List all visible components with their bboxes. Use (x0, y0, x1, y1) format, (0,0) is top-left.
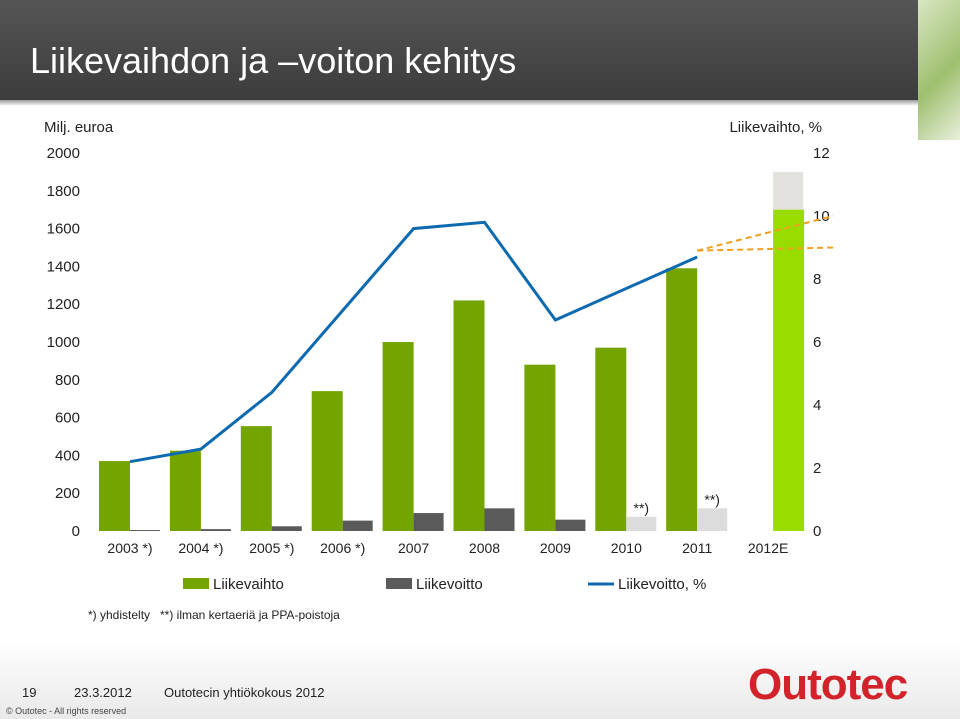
profit-percent-estimate-line (696, 215, 834, 252)
profit-bar-excluded (626, 516, 657, 531)
y-left-tick-label: 0 (72, 523, 80, 540)
x-category-labels: 2003 *) 2004 *) 2005 *) 2006 *) 2007 2008 2009… (107, 540, 788, 556)
y-left-tick-label: 1800 (47, 183, 80, 200)
footnote-combined: *) yhdistelty (88, 608, 150, 622)
revenue-bar (240, 426, 272, 531)
profit-bar (342, 520, 373, 531)
outotec-logo: Outotec (748, 660, 908, 709)
revenue-bar (382, 342, 414, 531)
y-left-tick-label: 2000 (47, 145, 80, 162)
footer-date: 23.3.2012 (74, 685, 132, 700)
y-right-tick-label: 0 (813, 523, 821, 540)
slide-title: Liikevaihdon ja –voiton kehitys (30, 40, 517, 81)
footnote-excluding: **) ilman kertaeriä ja PPA-poistoja (160, 608, 340, 622)
bar-annotation: **) (704, 491, 720, 507)
x-category-label: 2009 (540, 540, 571, 556)
y-left-tick-label: 1600 (47, 221, 80, 238)
y-left-tick-label: 600 (55, 410, 80, 427)
revenue-bar (453, 300, 485, 531)
revenue-estimate-range-bar (773, 171, 804, 210)
revenue-bar (311, 391, 343, 531)
x-category-label: 2004 *) (178, 540, 223, 556)
legend-label-liikevoitto: Liikevoitto (416, 576, 483, 593)
revenue-bar (99, 461, 130, 531)
x-category-label: 2008 (469, 540, 500, 556)
title-bar (0, 0, 918, 100)
revenue-bar (666, 268, 698, 531)
profit-bar (555, 519, 586, 531)
legend-swatch-liikevaihto (183, 578, 209, 589)
x-category-label: 2010 (611, 540, 642, 556)
profit-percent-estimate-line (697, 246, 834, 252)
x-category-label: 2003 *) (107, 540, 152, 556)
revenue-bar-estimate (773, 209, 805, 531)
profit-bar (413, 513, 444, 531)
footer-event: Outotecin yhtiökokous 2012 (164, 685, 325, 700)
legend-label-liikevaihto: Liikevaihto (213, 576, 284, 593)
y-right-tick-label: 6 (813, 334, 821, 351)
profit-bar (200, 529, 231, 531)
y-right-tick-label: 8 (813, 271, 821, 288)
y-right-tick-label: 2 (813, 460, 821, 477)
bar-annotation: **) (634, 500, 650, 516)
y-left-ticks: 0 200 400 600 800 1000 1200 1400 1600 1800 2000 (47, 145, 80, 540)
profit-bar-excluded (697, 508, 728, 531)
y-left-tick-label: 200 (55, 485, 80, 502)
y-left-tick-label: 1200 (47, 296, 80, 313)
x-category-label: 2007 (398, 540, 429, 556)
x-category-label: 2011 (682, 540, 712, 556)
footer (0, 640, 960, 719)
y-left-tick-label: 800 (55, 372, 80, 389)
bars (99, 171, 805, 531)
y-left-tick-label: 400 (55, 447, 80, 464)
y-left-tick-label: 1400 (47, 258, 80, 275)
copyright: © Outotec - All rights reserved (6, 706, 127, 716)
x-category-label: 2005 *) (249, 540, 294, 556)
y-left-tick-label: 1000 (47, 334, 80, 351)
decorative-leaf-image (918, 0, 960, 140)
profit-bar (130, 530, 160, 531)
revenue-bar (595, 347, 627, 531)
profit-bar (484, 508, 515, 531)
page-number: 19 (22, 685, 37, 700)
y-left-axis-label: Milj. euroa (44, 119, 114, 136)
legend: Liikevaihto Liikevoitto Liikevoitto, % (183, 576, 706, 593)
bar-annotations: **) **) (634, 491, 720, 516)
revenue-bar (169, 450, 201, 531)
legend-label-liikevoitto-percent: Liikevoitto, % (618, 576, 706, 593)
revenue-bar (524, 364, 556, 531)
y-right-axis-label: Liikevaihto, % (729, 119, 822, 136)
y-right-tick-label: 4 (813, 397, 821, 414)
revenue-profit-chart: Milj. euroa Liikevaihto, % 0200400600800… (44, 119, 834, 622)
profit-percent-series-line (129, 220, 698, 464)
x-category-label: 2012E (748, 540, 788, 556)
legend-swatch-liikevoitto (386, 578, 412, 589)
profit-bar (271, 526, 302, 531)
y-right-tick-label: 12 (813, 145, 830, 162)
title-shadow (0, 100, 918, 106)
x-category-label: 2006 *) (320, 540, 365, 556)
profit-percent-line (129, 215, 834, 464)
